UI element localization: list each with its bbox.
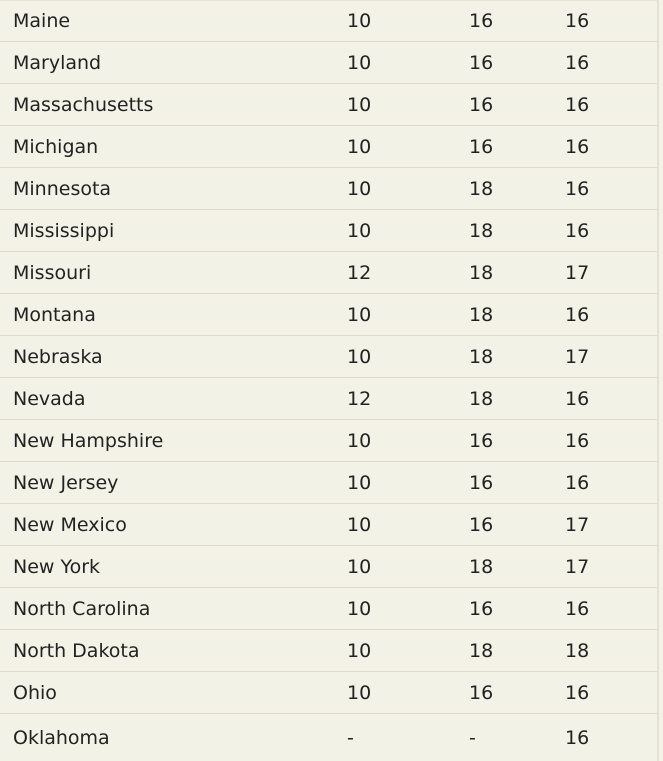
value-cell-3: 16 [565,471,590,494]
value-cell-2: 18 [469,639,494,662]
state-name-cell: Michigan [13,135,99,158]
value-cell-1: 10 [347,303,372,326]
value-cell-2: 18 [469,219,494,242]
value-cell-3: 17 [565,345,590,368]
value-cell-3: 16 [565,135,590,158]
table-row: North Dakota 10 18 18 [0,630,657,672]
table-row: New York 10 18 17 [0,546,657,588]
value-cell-3: 17 [565,513,590,536]
value-cell-3: 18 [565,639,590,662]
state-name-cell: North Dakota [13,639,140,662]
state-name-cell: New Hampshire [13,429,164,452]
table-row: Nebraska 10 18 17 [0,336,657,378]
table-row: Maryland 10 16 16 [0,42,657,84]
value-cell-2: 16 [469,135,494,158]
value-cell-2: 18 [469,261,494,284]
value-cell-1: 12 [347,261,372,284]
value-cell-1: 10 [347,681,372,704]
state-name-cell: New Mexico [13,513,127,536]
value-cell-3: 16 [565,219,590,242]
value-cell-2: 16 [469,51,494,74]
table-row: New Jersey 10 16 16 [0,462,657,504]
value-cell-2: 18 [469,555,494,578]
table-row: New Mexico 10 16 17 [0,504,657,546]
value-cell-1: 10 [347,10,372,32]
table-row: Massachusetts 10 16 16 [0,84,657,126]
value-cell-3: 16 [565,727,590,749]
value-cell-3: 16 [565,597,590,620]
value-cell-2: 16 [469,597,494,620]
value-cell-2: 16 [469,471,494,494]
value-cell-1: 10 [347,429,372,452]
state-name-cell: Minnesota [13,177,112,200]
value-cell-3: 17 [565,555,590,578]
state-name-cell: Maryland [13,51,102,74]
state-name-cell: Maine [13,10,71,32]
value-cell-1: 12 [347,387,372,410]
value-cell-3: 16 [565,303,590,326]
table-row: Oklahoma - - 16 [0,714,657,756]
value-cell-1: 10 [347,219,372,242]
value-cell-1: 10 [347,513,372,536]
value-cell-3: 16 [565,387,590,410]
state-name-cell: Oklahoma [13,727,110,749]
value-cell-3: 16 [565,93,590,116]
value-cell-1: 10 [347,345,372,368]
value-cell-1: 10 [347,639,372,662]
table-row: Ohio 10 16 16 [0,672,657,714]
value-cell-1: 10 [347,135,372,158]
value-cell-1: 10 [347,555,372,578]
value-cell-3: 16 [565,681,590,704]
table-row: Michigan 10 16 16 [0,126,657,168]
value-cell-2: 16 [469,513,494,536]
state-name-cell: Ohio [13,681,57,704]
table-row: New Hampshire 10 16 16 [0,420,657,462]
table-row: Mississippi 10 18 16 [0,210,657,252]
state-name-cell: Montana [13,303,96,326]
value-cell-1: 10 [347,177,372,200]
state-name-cell: Nebraska [13,345,103,368]
table-row: Montana 10 18 16 [0,294,657,336]
state-name-cell: Mississippi [13,219,115,242]
value-cell-2: 16 [469,429,494,452]
value-cell-1: 10 [347,471,372,494]
value-cell-2: 18 [469,387,494,410]
value-cell-3: 16 [565,429,590,452]
table-row: Nevada 12 18 16 [0,378,657,420]
state-name-cell: Missouri [13,261,92,284]
value-cell-2: 16 [469,681,494,704]
value-cell-1: - [347,727,354,749]
value-cell-2: 16 [469,10,494,32]
state-name-cell: North Carolina [13,597,151,620]
table-row: Minnesota 10 18 16 [0,168,657,210]
value-cell-1: 10 [347,93,372,116]
value-cell-3: 16 [565,51,590,74]
value-cell-2: 18 [469,345,494,368]
table-row: Maine 10 16 16 [0,1,657,42]
table-row: Missouri 12 18 17 [0,252,657,294]
value-cell-1: 10 [347,597,372,620]
value-cell-3: 16 [565,10,590,32]
state-name-cell: Nevada [13,387,86,410]
value-cell-3: 17 [565,261,590,284]
value-cell-2: 16 [469,93,494,116]
value-cell-1: 10 [347,51,372,74]
state-name-cell: Massachusetts [13,93,154,116]
value-cell-2: 18 [469,303,494,326]
table-row: North Carolina 10 16 16 [0,588,657,630]
value-cell-3: 16 [565,177,590,200]
value-cell-2: 18 [469,177,494,200]
state-name-cell: New Jersey [13,471,119,494]
value-cell-2: - [469,727,476,749]
state-name-cell: New York [13,555,101,578]
